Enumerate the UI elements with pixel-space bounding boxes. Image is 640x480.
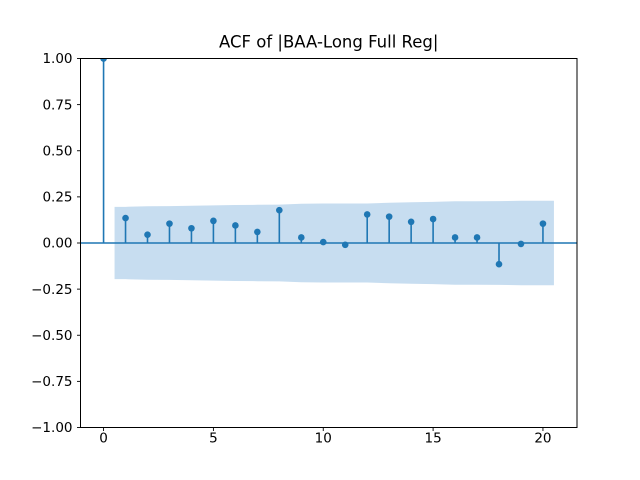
- y-tick-label: −0.50: [31, 328, 72, 344]
- stem-marker-lag-6: [232, 222, 239, 229]
- y-tick-label: −0.25: [31, 282, 72, 298]
- tick-layer: 1.00 0.75 0.50 0.25 0.00 −0.25 −0.50 −0.75 −1.00…: [31, 51, 551, 446]
- stem-marker-lag-20: [539, 220, 547, 227]
- stem-marker-lag-15: [429, 215, 437, 223]
- stem-marker-lag-13: [385, 213, 393, 220]
- stem-marker-lag-8: [276, 206, 283, 214]
- stem-marker-lag-11: [341, 241, 349, 249]
- stem-marker-lag-10: [319, 238, 327, 246]
- stem-marker-lag-19: [517, 240, 525, 248]
- y-tick-label: −1.00: [31, 420, 72, 436]
- stem-marker-lag-7: [254, 228, 261, 236]
- x-tick-label: 20: [534, 431, 551, 447]
- y-tick-label: 1.00: [42, 51, 72, 67]
- x-tick-label: 5: [209, 431, 218, 447]
- stem-marker-lag-17: [473, 234, 481, 241]
- chart-title: ACF of |BAA-Long Full Reg|: [219, 33, 438, 52]
- y-tick-label: 0.50: [42, 143, 72, 159]
- marker-layer: [100, 58, 547, 268]
- stem-marker-lag-14: [407, 218, 415, 226]
- x-tick-label: 10: [315, 431, 332, 447]
- stem-marker-lag-18: [495, 260, 503, 268]
- stem-marker-lag-5: [210, 217, 217, 225]
- y-tick-label: 0.75: [42, 97, 72, 113]
- stem-marker-lag-2: [144, 231, 151, 238]
- stem-marker-lag-16: [451, 234, 459, 241]
- y-tick-label: 0.25: [42, 190, 72, 206]
- y-tick-label: 0.00: [42, 236, 72, 252]
- stem-marker-lag-9: [297, 234, 305, 241]
- x-tick-label: 0: [99, 431, 108, 447]
- x-tick-label: 15: [425, 431, 442, 447]
- y-tick-label: −0.75: [31, 374, 72, 390]
- stem-marker-lag-3: [166, 220, 173, 227]
- stem-marker-lag-0: [100, 58, 107, 62]
- stem-marker-lag-4: [188, 224, 195, 232]
- stem-marker-lag-12: [363, 211, 371, 218]
- stem-marker-lag-1: [122, 214, 129, 222]
